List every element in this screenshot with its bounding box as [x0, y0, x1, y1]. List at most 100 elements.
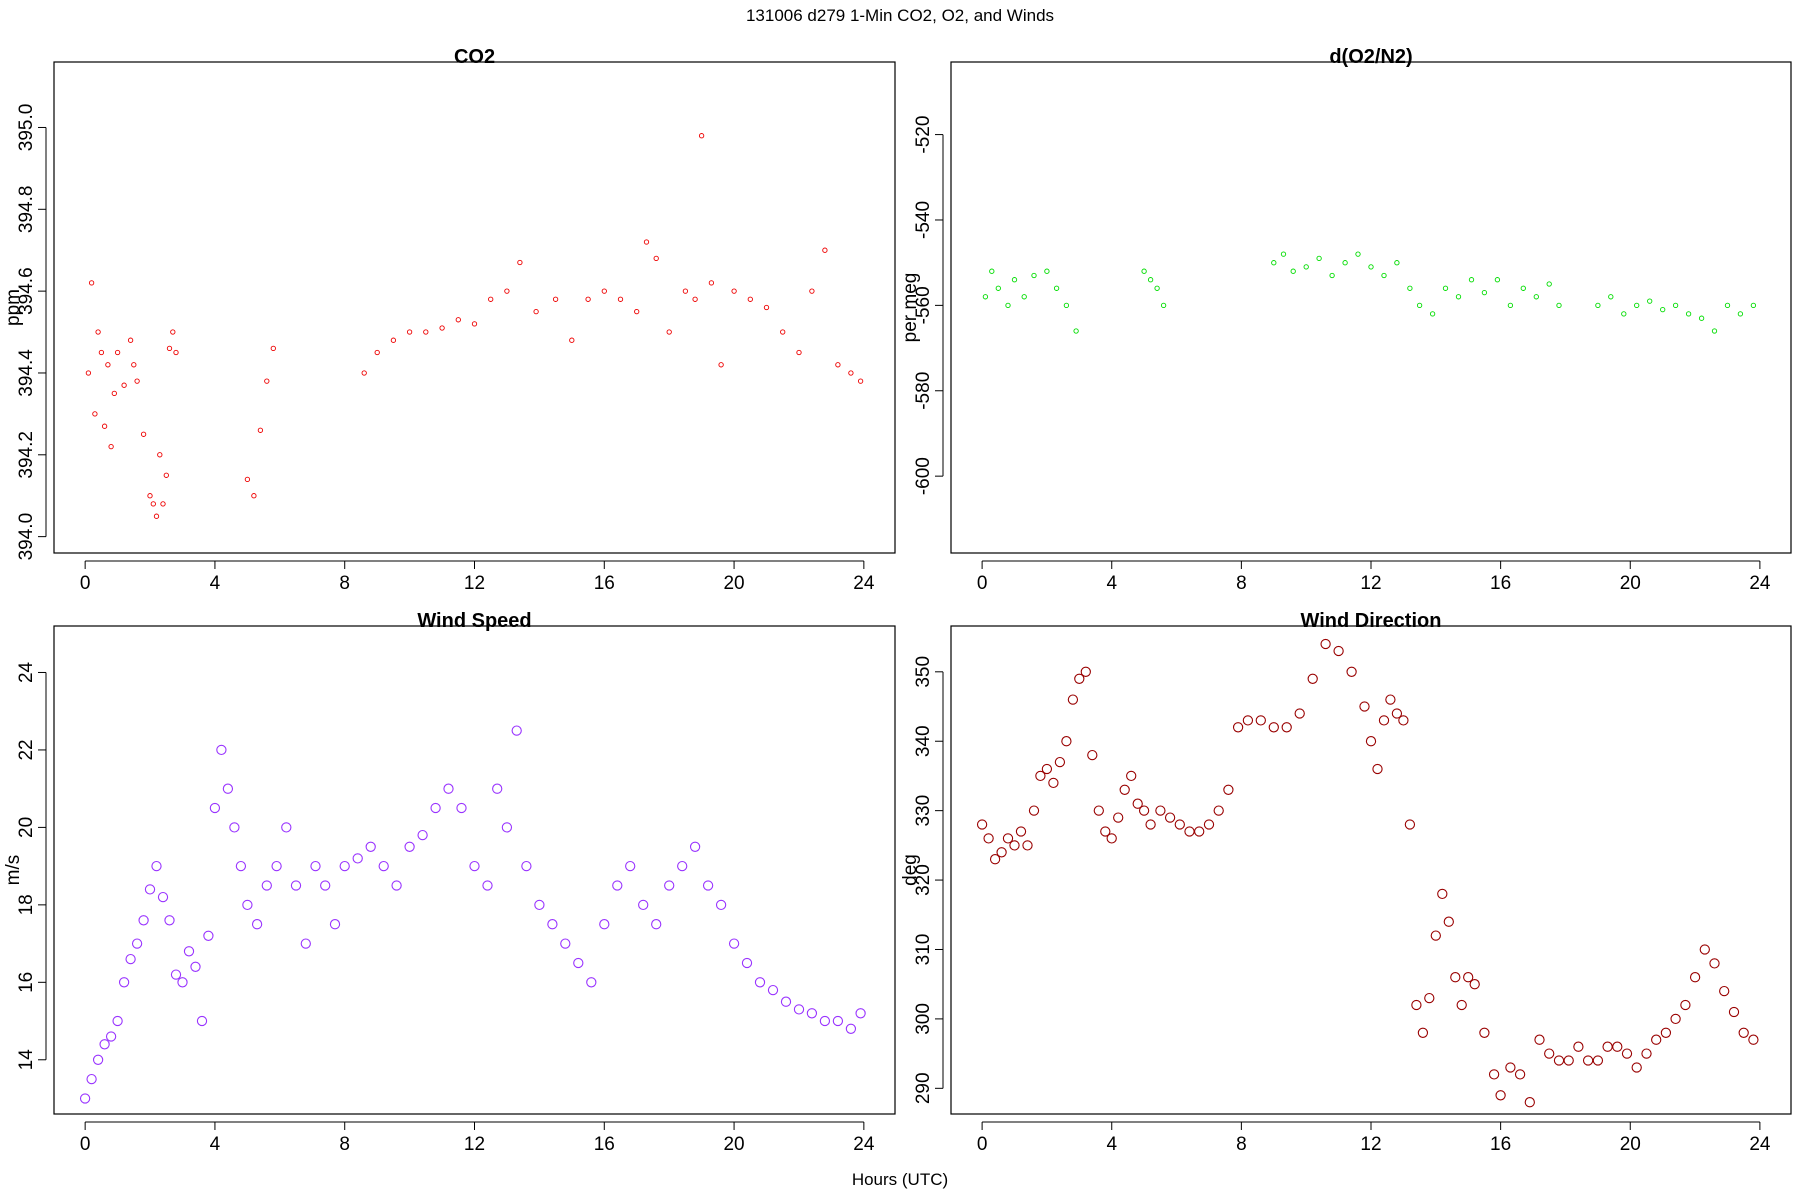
data-point-wind-direction — [1534, 1034, 1545, 1045]
data-point-co2 — [121, 382, 127, 388]
data-point-wind-speed — [112, 1015, 123, 1027]
data-point-wind-direction — [1320, 638, 1331, 650]
data-point-wind-speed — [251, 919, 263, 930]
data-point-o2n2 — [1455, 294, 1462, 300]
x-tick-label-wind-direction: 12 — [1360, 1134, 1381, 1155]
data-point-o2n2 — [1711, 328, 1718, 334]
chart-title-wind-speed: Wind Speed — [417, 610, 531, 632]
x-tick-label-o2n2: 0 — [977, 573, 988, 594]
data-point-co2 — [406, 329, 413, 335]
data-point-wind-direction — [1113, 812, 1124, 823]
data-point-o2n2 — [1290, 268, 1296, 274]
data-point-wind-speed — [754, 977, 766, 988]
data-point-o2n2 — [1394, 260, 1400, 266]
data-point-wind-direction — [1048, 777, 1059, 789]
data-point-wind-speed — [125, 953, 136, 965]
data-point-wind-speed — [560, 938, 571, 949]
data-point-wind-speed — [845, 1023, 857, 1034]
data-point-wind-speed — [203, 930, 214, 941]
data-point-wind-direction — [1450, 972, 1461, 983]
data-point-wind-direction — [1443, 916, 1454, 927]
data-point-wind-direction — [1281, 722, 1292, 733]
data-point-co2 — [796, 349, 802, 356]
data-point-co2 — [147, 493, 153, 499]
data-point-wind-direction — [1689, 972, 1701, 983]
data-point-wind-speed — [131, 938, 143, 949]
data-point-o2n2 — [1685, 311, 1692, 317]
data-point-wind-direction — [1660, 1027, 1672, 1038]
data-point-wind-direction — [1087, 749, 1098, 761]
data-point-wind-speed — [651, 919, 662, 930]
chart-title-wind-direction: Wind Direction — [1301, 610, 1442, 632]
data-point-wind-direction — [1093, 805, 1104, 816]
data-point-wind-speed — [469, 860, 480, 872]
data-point-wind-speed — [281, 822, 292, 833]
data-point-co2 — [471, 321, 478, 327]
x-tick-label-wind-speed: 16 — [594, 1134, 615, 1155]
y-tick-label-co2: 394.0 — [16, 513, 37, 561]
x-tick-label-co2: 16 — [594, 573, 615, 594]
data-point-o2n2 — [1468, 277, 1475, 283]
x-tick-label-o2n2: 16 — [1490, 573, 1511, 594]
data-point-co2 — [160, 501, 166, 507]
data-point-wind-speed — [638, 899, 649, 911]
data-point-co2 — [270, 345, 276, 352]
data-point-wind-speed — [222, 783, 234, 794]
data-point-o2n2 — [1063, 302, 1070, 309]
chart-panel-co2: CO2 0 4 8 12 16 20 24 394.0 394.2 394.4 394.6 394.8 3… — [3, 46, 896, 594]
data-point-wind-direction — [1294, 708, 1305, 719]
data-point-o2n2 — [995, 285, 1001, 291]
data-point-wind-speed — [492, 783, 503, 794]
data-point-co2 — [763, 304, 770, 311]
data-point-wind-direction — [1365, 736, 1377, 747]
x-tick-label-o2n2: 8 — [1236, 573, 1247, 594]
data-point-wind-direction — [1346, 666, 1357, 677]
data-point-wind-speed — [329, 919, 341, 930]
data-point-wind-direction — [1268, 722, 1279, 733]
x-tick-label-co2: 24 — [853, 573, 875, 594]
data-point-wind-direction — [1544, 1048, 1555, 1059]
data-point-wind-speed — [86, 1073, 97, 1085]
data-point-wind-speed — [855, 1008, 866, 1019]
y-tick-label-wind-speed: 14 — [16, 1049, 37, 1071]
data-point-co2 — [517, 259, 523, 266]
y-tick-label-o2n2: -520 — [913, 116, 934, 154]
data-point-co2 — [780, 329, 786, 335]
data-point-o2n2 — [1634, 302, 1640, 309]
x-tick-label-wind-speed: 8 — [339, 1134, 350, 1155]
data-point-wind-speed — [430, 802, 441, 814]
x-tick-label-co2: 20 — [723, 573, 744, 594]
x-tick-label-wind-direction: 8 — [1236, 1134, 1247, 1155]
data-point-wind-direction — [1100, 826, 1111, 837]
data-point-co2 — [822, 247, 828, 253]
data-point-o2n2 — [1481, 289, 1488, 296]
data-point-wind-direction — [1378, 715, 1390, 726]
data-point-o2n2 — [1520, 285, 1526, 291]
data-point-co2 — [85, 370, 92, 376]
data-point-co2 — [111, 390, 117, 397]
data-point-wind-speed — [378, 860, 389, 872]
data-point-o2n2 — [982, 294, 989, 300]
data-point-co2 — [488, 296, 494, 302]
data-point-o2n2 — [1595, 302, 1601, 309]
data-point-o2n2 — [1621, 311, 1627, 317]
data-point-wind-speed — [819, 1015, 831, 1027]
x-tick-label-wind-speed: 20 — [723, 1134, 744, 1155]
data-point-co2 — [163, 472, 169, 478]
data-point-wind-speed — [521, 860, 532, 872]
data-point-o2n2 — [1442, 285, 1449, 291]
data-point-co2 — [244, 476, 251, 483]
data-point-o2n2 — [1147, 277, 1154, 283]
data-point-o2n2 — [1416, 302, 1423, 309]
data-point-wind-speed — [417, 829, 428, 841]
y-tick-label-wind-speed: 16 — [16, 972, 37, 993]
data-point-o2n2 — [1141, 268, 1147, 274]
data-point-wind-direction — [1670, 1013, 1681, 1025]
data-point-wind-speed — [105, 1031, 117, 1042]
y-tick-label-o2n2: -580 — [913, 372, 934, 410]
data-point-o2n2 — [1316, 255, 1322, 262]
data-point-wind-speed — [482, 880, 493, 891]
data-point-wind-direction — [1138, 805, 1150, 816]
data-point-wind-direction — [1385, 694, 1396, 705]
data-point-co2 — [374, 349, 380, 356]
